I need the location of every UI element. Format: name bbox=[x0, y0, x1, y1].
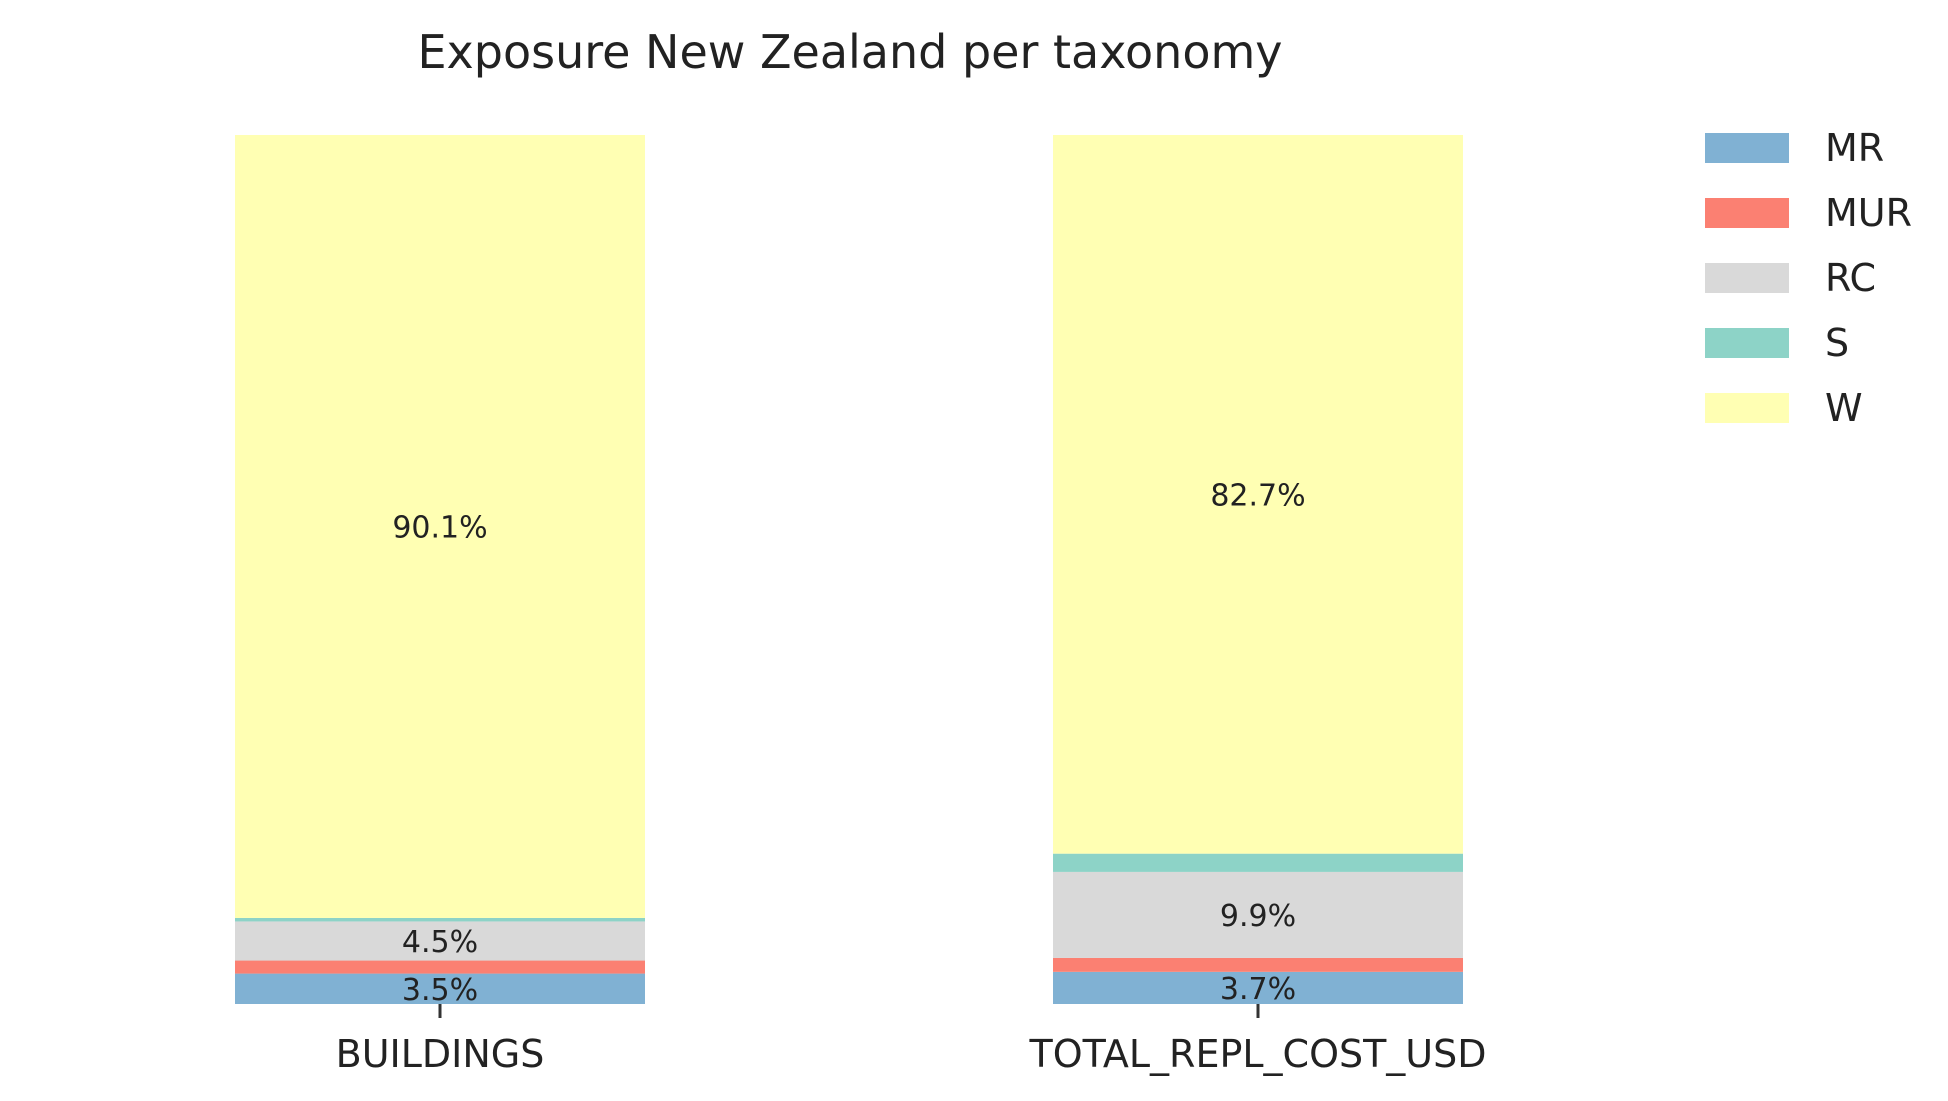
data-label-w-total_repl_cost_usd: 82.7% bbox=[1210, 478, 1305, 513]
bar-segment-w-buildings bbox=[235, 135, 645, 918]
bar-segment-mr-total_repl_cost_usd bbox=[1053, 971, 1463, 1004]
x-axis: BUILDINGS TOTAL_REPL_COST_USD bbox=[336, 1004, 1487, 1076]
data-labels-group: 3.5% 4.5% 90.1% 3.7% 9.9% 82.7% bbox=[392, 478, 1305, 1007]
data-label-rc-buildings: 4.5% bbox=[402, 925, 478, 960]
legend-label-s: S bbox=[1825, 321, 1849, 365]
legend-label-mr: MR bbox=[1825, 126, 1884, 170]
bar-segment-s-total_repl_cost_usd bbox=[1053, 853, 1463, 872]
legend-swatch-mr bbox=[1705, 133, 1789, 163]
legend-swatch-mur bbox=[1705, 198, 1789, 228]
data-label-rc-total_repl_cost_usd: 9.9% bbox=[1220, 899, 1296, 934]
bar-segment-s-buildings bbox=[235, 917, 645, 922]
legend-label-rc: RC bbox=[1825, 256, 1876, 300]
legend-swatch-rc bbox=[1705, 263, 1789, 293]
x-tick-label-buildings: BUILDINGS bbox=[336, 1032, 545, 1076]
data-label-mr-total_repl_cost_usd: 3.7% bbox=[1220, 972, 1296, 1007]
bar-segment-mr-buildings bbox=[235, 973, 645, 1004]
chart-title: Exposure New Zealand per taxonomy bbox=[417, 25, 1282, 79]
data-label-mr-buildings: 3.5% bbox=[402, 973, 478, 1008]
legend-swatch-s bbox=[1705, 328, 1789, 358]
bar-segment-mur-buildings bbox=[235, 960, 645, 974]
bar-segment-rc-total_repl_cost_usd bbox=[1053, 871, 1463, 958]
legend-swatch-w bbox=[1705, 393, 1789, 423]
bar-segment-w-total_repl_cost_usd bbox=[1053, 135, 1463, 854]
legend-label-w: W bbox=[1825, 386, 1863, 430]
legend: MR MUR RC SW bbox=[1705, 126, 1912, 430]
bars-group bbox=[235, 135, 1463, 1004]
legend-label-mur: MUR bbox=[1825, 191, 1912, 235]
bar-segment-mur-total_repl_cost_usd bbox=[1053, 957, 1463, 972]
bar-segment-rc-buildings bbox=[235, 921, 645, 961]
data-label-w-buildings: 90.1% bbox=[392, 510, 487, 545]
x-tick-label-total_repl_cost_usd: TOTAL_REPL_COST_USD bbox=[1028, 1032, 1486, 1076]
